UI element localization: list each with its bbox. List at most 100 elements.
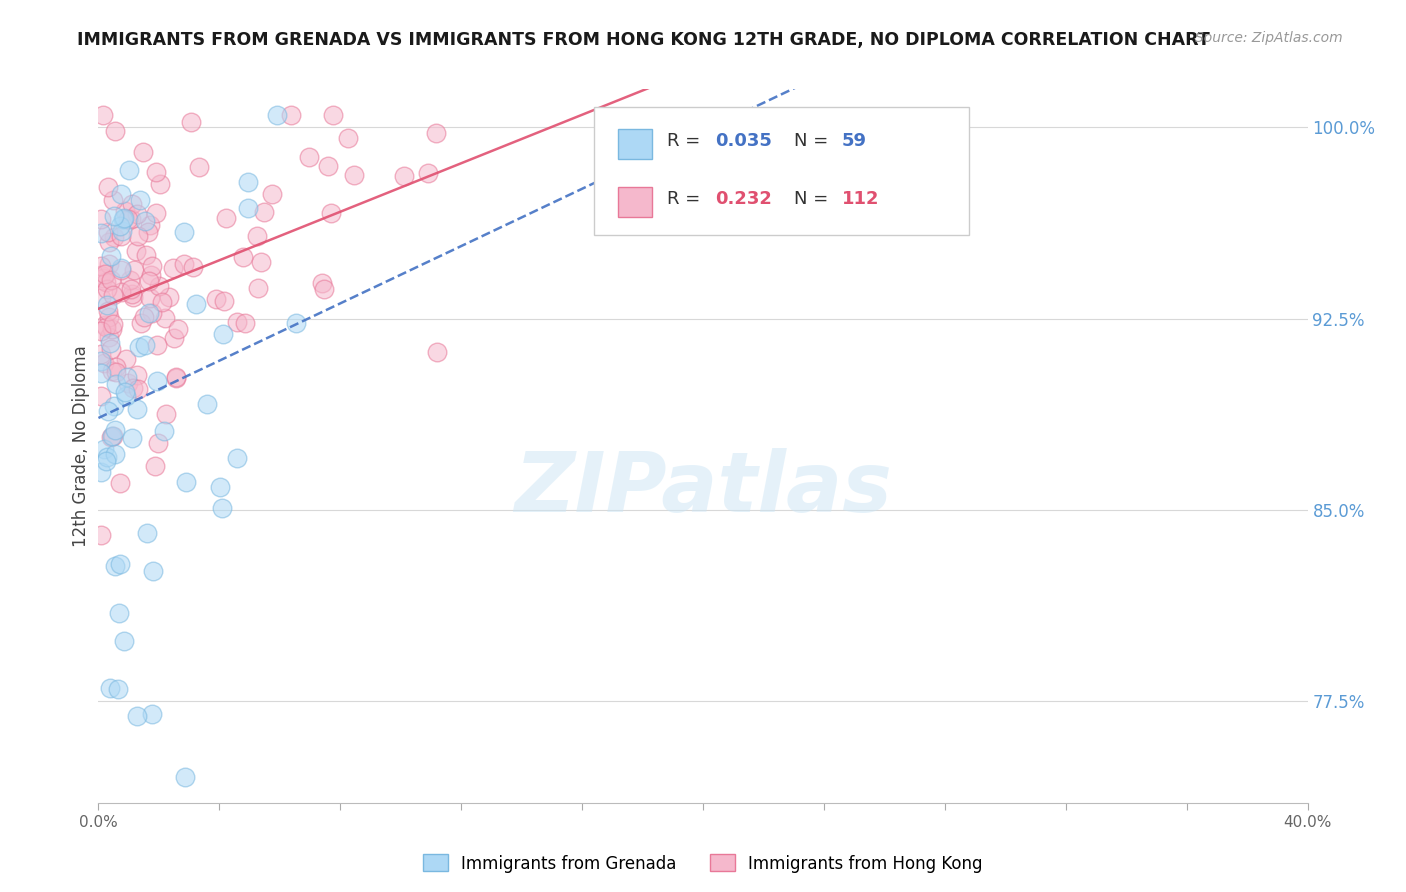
Point (127, 382, 149, 396)
Point (96, 450, 118, 465)
Legend: Immigrants from Grenada, Immigrants from Hong Kong: Immigrants from Grenada, Immigrants from… (416, 847, 990, 880)
Point (167, 322, 190, 336)
Point (101, 364, 124, 378)
Point (136, 225, 159, 239)
Point (180, 115, 202, 129)
Point (426, 345, 449, 359)
Point (343, 168, 366, 182)
Point (148, 279, 170, 293)
Point (141, 268, 163, 282)
Text: 0.035: 0.035 (716, 132, 772, 150)
Point (117, 376, 139, 390)
Point (141, 706, 163, 721)
Text: R =: R = (666, 132, 706, 150)
Point (90, 528, 112, 542)
Point (90, 347, 112, 361)
Point (108, 606, 131, 620)
Point (93, 442, 115, 456)
Point (101, 428, 124, 442)
Point (238, 175, 260, 189)
Point (173, 225, 195, 239)
Point (112, 211, 135, 225)
Point (110, 285, 132, 299)
Point (174, 770, 197, 784)
Point (111, 212, 134, 227)
Point (114, 352, 136, 367)
Text: R =: R = (666, 190, 706, 209)
Point (148, 436, 170, 450)
Point (98, 235, 121, 249)
Text: 59: 59 (842, 132, 868, 150)
Point (298, 149, 321, 163)
Point (108, 476, 131, 491)
Point (246, 229, 269, 244)
Point (97, 310, 120, 324)
Point (236, 201, 259, 215)
Point (425, 127, 447, 141)
Point (101, 322, 124, 336)
Point (120, 282, 142, 296)
Point (117, 212, 139, 227)
Point (125, 368, 148, 383)
Text: ZIPatlas: ZIPatlas (515, 449, 891, 529)
Point (163, 330, 186, 344)
Point (103, 194, 125, 208)
Point (150, 295, 173, 310)
Point (96, 282, 118, 296)
Point (162, 261, 184, 276)
Point (249, 254, 271, 268)
Point (97, 225, 120, 239)
Point (118, 273, 141, 287)
Bar (619, 187, 652, 218)
Point (120, 211, 142, 226)
Point (111, 224, 134, 238)
Point (103, 230, 125, 244)
Point (225, 451, 247, 466)
FancyBboxPatch shape (595, 107, 969, 235)
Point (134, 214, 156, 228)
Point (114, 385, 136, 400)
Point (100, 249, 122, 263)
Point (157, 290, 180, 304)
Point (90, 226, 112, 240)
Point (91, 108, 114, 122)
Point (101, 288, 124, 302)
Point (100, 430, 122, 444)
Text: IMMIGRANTS FROM GRENADA VS IMMIGRANTS FROM HONG KONG 12TH GRADE, NO DIPLOMA CORR: IMMIGRANTS FROM GRENADA VS IMMIGRANTS FR… (77, 31, 1211, 49)
Text: N =: N = (793, 190, 834, 209)
Point (121, 431, 143, 445)
Text: Source: ZipAtlas.com: Source: ZipAtlas.com (1195, 31, 1343, 45)
Point (112, 633, 135, 648)
Point (90, 268, 112, 282)
Point (319, 206, 342, 220)
Point (181, 260, 204, 274)
Point (211, 500, 233, 515)
Point (136, 526, 159, 541)
Point (101, 317, 124, 331)
Point (138, 306, 160, 320)
Point (145, 206, 167, 220)
Point (336, 131, 359, 145)
Point (98, 330, 121, 344)
Point (98, 681, 121, 695)
Point (97, 180, 120, 194)
Point (266, 108, 288, 122)
Point (124, 263, 146, 277)
Point (103, 399, 125, 413)
Point (146, 374, 169, 388)
Point (94, 454, 117, 468)
Point (187, 160, 209, 174)
Point (90, 291, 112, 305)
Point (104, 124, 127, 138)
Point (117, 370, 139, 384)
Point (195, 397, 218, 411)
Point (110, 263, 132, 277)
Point (96, 298, 118, 312)
Point (128, 193, 150, 207)
Text: 112: 112 (842, 190, 880, 209)
Point (110, 186, 132, 201)
Point (139, 291, 162, 305)
Point (121, 287, 143, 301)
Point (104, 447, 127, 461)
Point (91, 270, 114, 285)
